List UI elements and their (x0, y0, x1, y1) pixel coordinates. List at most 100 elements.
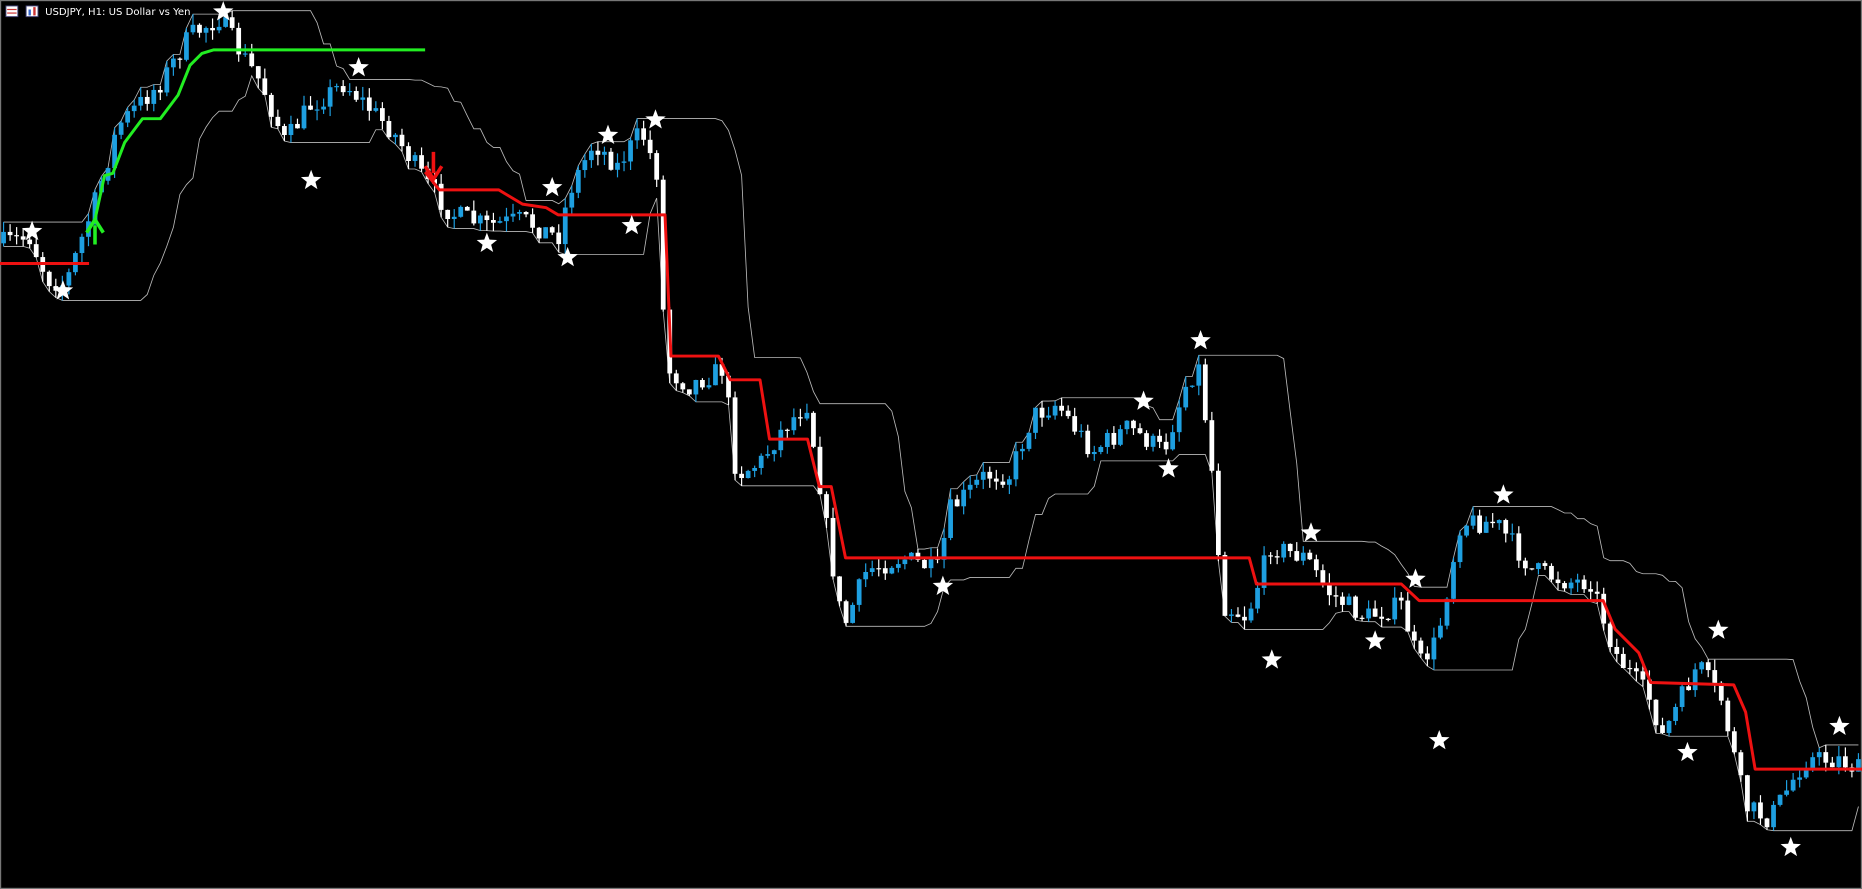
candle-body (948, 499, 953, 538)
candle-body (1784, 790, 1789, 795)
icon-chart[interactable] (25, 5, 39, 18)
candle-body (242, 53, 248, 55)
candle-body (726, 375, 731, 398)
candle-body (719, 364, 725, 376)
candle-body (27, 239, 33, 245)
candle-body (1346, 596, 1352, 605)
fractal-star (1261, 649, 1283, 669)
candle-body (491, 220, 496, 223)
trend-segment (423, 171, 1862, 771)
candle-body (608, 151, 614, 170)
candle-body (1118, 429, 1123, 445)
candle-body (386, 121, 392, 138)
candle-body (1725, 700, 1731, 732)
candle-body (1300, 552, 1306, 561)
candle-body (1353, 596, 1358, 618)
candle-body (92, 192, 98, 222)
candle-body (1653, 699, 1659, 726)
candle-body (190, 24, 196, 33)
candle-body (177, 58, 183, 60)
candle-body (922, 559, 927, 569)
candle-body (706, 385, 712, 388)
candle-body (641, 128, 646, 140)
candle-body (732, 397, 738, 474)
candle-body (1673, 706, 1678, 721)
candle-body (125, 111, 131, 123)
candle-body (1046, 415, 1051, 418)
candle-body (1, 231, 6, 244)
candle-body (295, 123, 300, 129)
fractal-star (1780, 836, 1801, 857)
fractal-star (621, 214, 642, 235)
candle-body (1000, 481, 1006, 485)
candle-body (739, 473, 744, 479)
candle-body (974, 479, 980, 485)
candle-body (543, 227, 549, 239)
candle-body (1464, 525, 1469, 536)
sell-arrow (423, 151, 444, 183)
candle-body (340, 86, 346, 93)
candle-body (144, 96, 150, 104)
fractal-star (1429, 729, 1450, 750)
candle-body (837, 576, 842, 602)
candle-body (1222, 555, 1228, 616)
candle-body (1007, 479, 1012, 485)
candle-body (1607, 623, 1613, 647)
candle-body (301, 105, 307, 129)
candle-body (1359, 617, 1365, 619)
candle-body (1647, 679, 1652, 700)
candle-body (1235, 614, 1241, 617)
candle-body (1020, 448, 1025, 452)
fractal-star (1190, 329, 1211, 350)
candle-body (771, 450, 777, 455)
candle-body (556, 232, 562, 245)
candle-body (915, 552, 921, 560)
chart-title: USDJPY, H1: US Dollar vs Yen (45, 7, 190, 18)
candle-body (980, 471, 986, 480)
candle-body (1477, 515, 1482, 533)
candle-body (184, 32, 189, 60)
fractal-star (932, 575, 954, 596)
candle-body (1111, 432, 1117, 445)
candle-body (1281, 543, 1287, 558)
candle-body (811, 412, 816, 447)
candle-body (889, 567, 895, 574)
candle-body (1836, 756, 1842, 768)
candle-body (1274, 556, 1280, 558)
candle-body (1065, 410, 1071, 417)
candle-body (112, 134, 117, 169)
candle-body (1490, 521, 1496, 524)
candle-body (791, 417, 797, 431)
fractal-star (1829, 715, 1850, 736)
candle-body (589, 150, 594, 161)
candle-body (20, 236, 26, 240)
candle-body (1549, 565, 1554, 580)
candle-body (928, 556, 934, 569)
fractal-star (597, 124, 619, 144)
fractal-star (1405, 568, 1426, 588)
candle-body (1157, 435, 1162, 442)
candle-body (458, 206, 464, 217)
candle-body (1594, 591, 1600, 594)
candle-body (1699, 662, 1705, 670)
channel-upper (3, 10, 1859, 749)
icon-list[interactable] (5, 5, 19, 18)
candle-body (432, 179, 437, 184)
candle-body (1124, 420, 1130, 430)
candle-body (909, 552, 914, 560)
candle-body (1425, 653, 1430, 660)
candle-body (14, 235, 19, 237)
candle-body (1398, 597, 1404, 601)
candle-body (523, 212, 529, 215)
candle-body (660, 179, 666, 310)
candle-body (1771, 804, 1776, 828)
candle-body (856, 579, 862, 605)
fractal-star (1158, 458, 1179, 478)
candle-body (1294, 551, 1300, 561)
candle-body (654, 153, 660, 180)
candle-body (1405, 600, 1411, 632)
candle-body (419, 155, 424, 169)
icon-bar (28, 9, 31, 16)
candle-body (1496, 520, 1502, 524)
fractal-star (541, 176, 563, 197)
